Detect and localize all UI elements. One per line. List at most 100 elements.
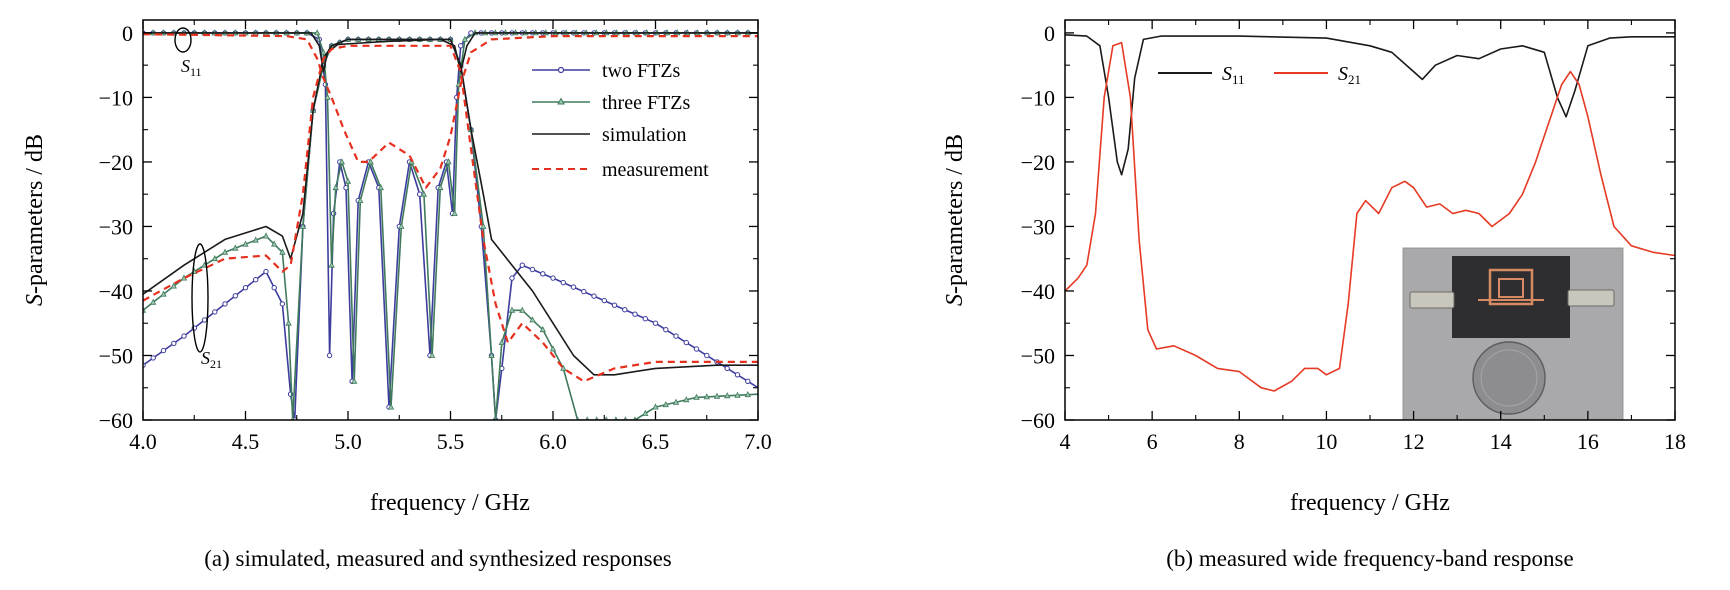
chart-a-series-1-s21-marker [642, 409, 649, 416]
y-tick-label: −30 [1021, 214, 1055, 239]
y-tick-label: 0 [122, 21, 133, 46]
chart-a-series-1-s21-marker [734, 391, 741, 398]
s21-annotation-ellipse [191, 243, 209, 353]
chart-a-series-1-s21-marker [744, 391, 751, 398]
chart-a-series-0-s21-marker [253, 277, 259, 283]
x-tick-label: 14 [1490, 429, 1512, 454]
chart-a-series-0-s21-marker [734, 372, 741, 378]
chart-a-series-1-s21-marker [271, 240, 278, 247]
chart-a-series-0-s21-marker [263, 268, 269, 275]
chart-a-series-1-s21-marker [672, 398, 680, 405]
x-tick-label: 6 [1147, 429, 1158, 454]
chart-a-ylabel-rest: -parameters / dB [22, 134, 48, 294]
chart-a-series-1-s11-marker [387, 403, 395, 410]
x-tick-label: 7.0 [744, 429, 772, 454]
chart-a-ylabel: S-parameters / dB [22, 134, 48, 306]
coin-rim [1480, 349, 1538, 407]
chart-a-series-1-s21-marker [529, 316, 536, 323]
chart-a-series-1-s21-marker [285, 319, 292, 326]
chart-a-series-0-s21-marker [560, 279, 566, 286]
y-tick-label: −60 [99, 408, 133, 433]
chart-a-series-1-s21-marker [549, 345, 557, 352]
chart-a-series-1-s11-marker [377, 184, 384, 191]
legend-label-s11: S11 [1222, 63, 1245, 87]
chart-a-series-1-s21-marker [693, 393, 700, 400]
chart-a-series-0-s21-marker [540, 271, 546, 277]
chart-a-series-1-s11-marker [351, 377, 358, 384]
chart-b-curves [1065, 34, 1675, 392]
chart-a-series-0-s21-marker [271, 285, 277, 291]
chart-b-xlabel: frequency / GHz [1290, 490, 1450, 516]
x-tick-label: 18 [1664, 429, 1686, 454]
chart-a-series-0-s21-marker [642, 316, 648, 322]
chart-a-series-1-s21-marker [480, 222, 487, 229]
chart-a-series-0-s11-marker [458, 43, 464, 49]
legend-label-simulation: simulation [602, 124, 686, 146]
chart-a-series-1-s11-marker [367, 158, 374, 165]
chart-a-series-0-s21-marker [160, 347, 167, 354]
chart-a-series-1-s21-marker [299, 222, 307, 229]
x-tick-label: 4 [1060, 429, 1071, 454]
chart-a-series-1-s11-marker [320, 48, 327, 55]
chart-b-ylabel-rest: -parameters / dB [942, 134, 968, 294]
chart-b-series-0-line [1065, 34, 1675, 176]
legend-marker-triangle [557, 97, 565, 105]
y-tick-label: 0 [1044, 21, 1055, 46]
chart-a-series-1-s11-marker [451, 209, 458, 216]
chart-b-legend: S11 S21 [1158, 63, 1361, 87]
chart-a-series-1-s21-marker [150, 298, 157, 305]
pcb-resonator-inner [1498, 278, 1524, 298]
chart-a-series-1-s11-marker [420, 190, 428, 197]
chart-a-series-0-s21-marker [652, 320, 659, 326]
s11-annotation-ellipse [174, 27, 192, 53]
chart-a-series-0-s21-marker [150, 355, 156, 361]
y-tick-label: −60 [1021, 408, 1055, 433]
chart-a-series-1-s21-marker [221, 248, 229, 255]
x-tick-label: 8 [1234, 429, 1245, 454]
chart-a-series-1-s11-marker [314, 29, 321, 36]
chart-a-series-0-s21-marker [704, 352, 710, 359]
chart-a-series-1-s21-marker [508, 306, 516, 313]
legend-label-three-ftzs: three FTZs [602, 92, 691, 114]
chart-a-series-1-s21-marker [683, 396, 690, 403]
chart-a-series-0-s21-marker [570, 284, 577, 290]
chart-a-series-0-s21-marker [581, 288, 587, 295]
chart-a-series-1-s11-marker [344, 177, 352, 184]
y-tick-label: −30 [99, 214, 133, 239]
x-tick-label: 6.5 [642, 429, 670, 454]
y-tick-label: −10 [99, 85, 133, 110]
chart-b-caption: (b) measured wide frequency-band respons… [1166, 546, 1573, 571]
chart-a-series-1-s21-marker [560, 364, 567, 371]
chart-a-series-1-s21-marker [488, 351, 495, 358]
chart-a-series-0-s21-marker [622, 307, 628, 313]
chart-a-series-0-s21-marker [171, 340, 177, 347]
chart-a-series-1-s21-marker [232, 244, 239, 251]
chart-a-series-0-s21-marker [632, 311, 638, 317]
y-tick-label: −50 [99, 343, 133, 368]
y-tick-label: −50 [1021, 343, 1055, 368]
chart-a-series-0-s21-marker [611, 302, 618, 308]
chart-b-series-1-line [1065, 41, 1675, 392]
pcb-resonator-outer [1488, 268, 1534, 306]
chart-a-xlabel: frequency / GHz [370, 490, 530, 516]
chart-a-curves [143, 29, 758, 420]
chart-a-legend: two FTZs three FTZs simulation measureme… [532, 60, 709, 181]
chart-a-series-0-s21-marker [519, 262, 525, 268]
chart-a-series-0-s21-marker [212, 309, 218, 315]
chart-a-series-0-s21-marker [601, 297, 607, 304]
chart-a-axes: 4.0 4.5 5.0 5.5 6.0 6.5 7.0 0 −10 −20 −30 −40 −50 −60 [99, 20, 772, 454]
chart-a-series-1-s21-marker [724, 392, 731, 399]
chart-a-series-3-s21-line [143, 44, 758, 383]
chart-a-series-1-s11-marker [338, 158, 345, 165]
chart-a-series-1-s11-marker [428, 351, 436, 358]
chart-a-series-0-s21-marker [550, 275, 556, 281]
chart-a-series-1-s21-marker [160, 290, 167, 297]
chart-a-series-0-s11-marker [417, 191, 423, 197]
chart-a-series-1-s11-marker [461, 35, 469, 42]
chart-a-series-1-s11-marker [332, 184, 339, 191]
chart-a-series-0-s21-marker [683, 339, 689, 346]
chart-a-series-1-s21-marker [652, 403, 659, 410]
y-tick-label: −40 [99, 279, 133, 304]
chart-a-series-1-s21-marker [242, 240, 249, 247]
x-tick-label: 5.0 [334, 429, 362, 454]
